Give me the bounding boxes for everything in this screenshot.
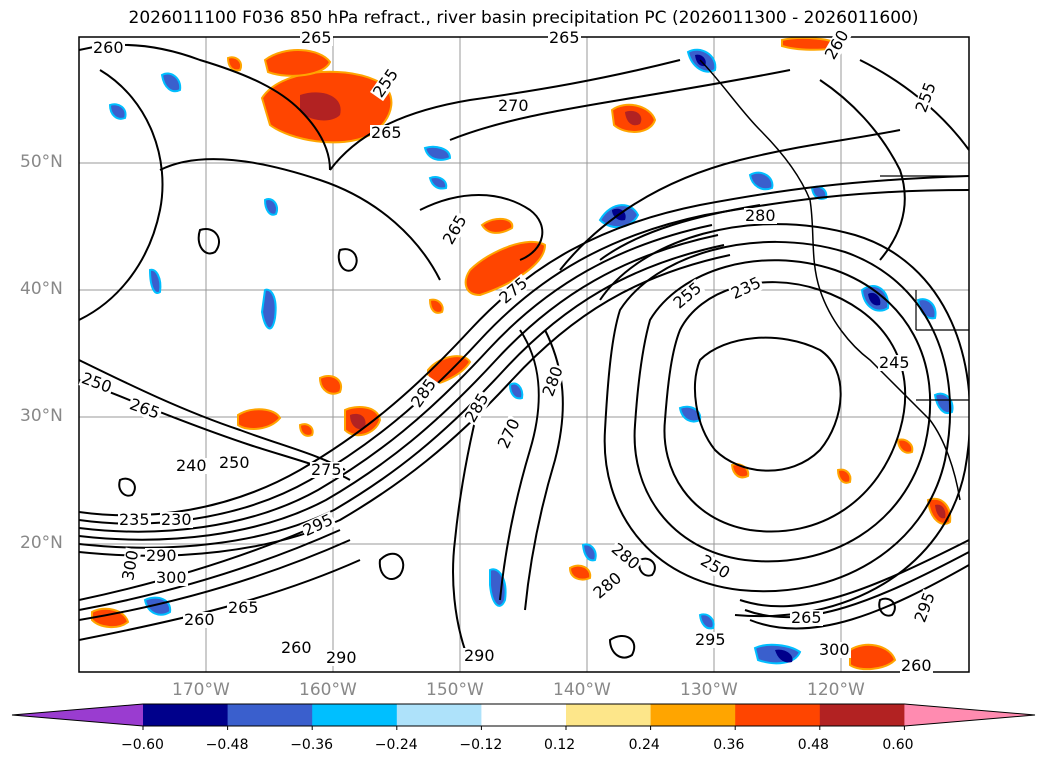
contour-label: 265 xyxy=(300,28,333,47)
contour-label: 260 xyxy=(280,638,313,657)
lon-label-120w: 120°W xyxy=(807,680,865,700)
contour-label: 300 xyxy=(155,568,188,587)
lon-label-140w: 140°W xyxy=(553,680,611,700)
contour-label: 265 xyxy=(790,608,823,627)
colorbar-tick-label: 0.12 xyxy=(544,737,576,753)
contour-label: 265 xyxy=(548,28,581,47)
figure-title: 2026011100 F036 850 hPa refract., river … xyxy=(128,8,919,28)
colorbar-segment xyxy=(735,704,821,726)
contour-label: 260 xyxy=(92,38,125,57)
colorbar-tick-label: 0.60 xyxy=(882,737,914,753)
colorbar-tick-label: 0.48 xyxy=(797,737,829,753)
colorbar-tick-label: −0.24 xyxy=(374,737,418,753)
colorbar-segment xyxy=(227,704,313,726)
colorbar-segment xyxy=(650,704,736,726)
colorbar-tick-label: −0.36 xyxy=(290,737,334,753)
precip-patches xyxy=(91,37,954,671)
colorbar-extend-high xyxy=(904,704,1035,726)
colorbar-extend-low xyxy=(12,704,143,726)
lat-label-50n: 50°N xyxy=(20,152,63,172)
contour-label: 290 xyxy=(145,546,178,565)
contour-label: 230 xyxy=(160,510,193,529)
contour-label: 260 xyxy=(183,610,216,629)
lat-label-30n: 30°N xyxy=(20,406,63,426)
contour-label: 260 xyxy=(900,656,933,675)
colorbar-segment xyxy=(481,704,567,726)
colorbar-segment xyxy=(819,704,905,726)
colorbar-segment xyxy=(312,704,398,726)
colorbar-segment xyxy=(143,704,229,726)
lon-label-130w: 130°W xyxy=(680,680,738,700)
contour-label: 275 xyxy=(310,460,343,479)
contour-label: 265 xyxy=(370,123,403,142)
contour-label: 270 xyxy=(497,96,530,115)
colorbar-segment xyxy=(396,704,482,726)
contour-label: 240 xyxy=(175,456,208,475)
colorbar-tick-label: −0.12 xyxy=(459,737,503,753)
contour-label: 280 xyxy=(744,206,777,225)
contour-label: 295 xyxy=(694,630,727,649)
map-frame xyxy=(78,36,970,673)
contour-label: 265 xyxy=(227,598,260,617)
lat-label-20n: 20°N xyxy=(20,533,63,553)
colorbar xyxy=(11,703,1036,730)
colorbar-tick-label: −0.60 xyxy=(121,737,164,753)
lon-label-160w: 160°W xyxy=(299,680,357,700)
contour-label: 290 xyxy=(325,648,358,667)
colorbar-tick-label: 0.24 xyxy=(628,737,660,753)
colorbar-tick-label: 0.36 xyxy=(713,737,745,753)
contour-label: 245 xyxy=(878,353,911,372)
refractivity-contours xyxy=(79,43,969,659)
contour-label: 300 xyxy=(818,640,851,659)
colorbar-segment xyxy=(566,704,652,726)
colorbar-tick-label: −0.48 xyxy=(205,737,249,753)
contour-label: 235 xyxy=(118,510,151,529)
lon-label-170w: 170°W xyxy=(172,680,230,700)
lon-label-150w: 150°W xyxy=(426,680,484,700)
contour-label: 290 xyxy=(463,646,496,665)
lat-label-40n: 40°N xyxy=(20,279,63,299)
contour-label: 250 xyxy=(218,453,251,472)
